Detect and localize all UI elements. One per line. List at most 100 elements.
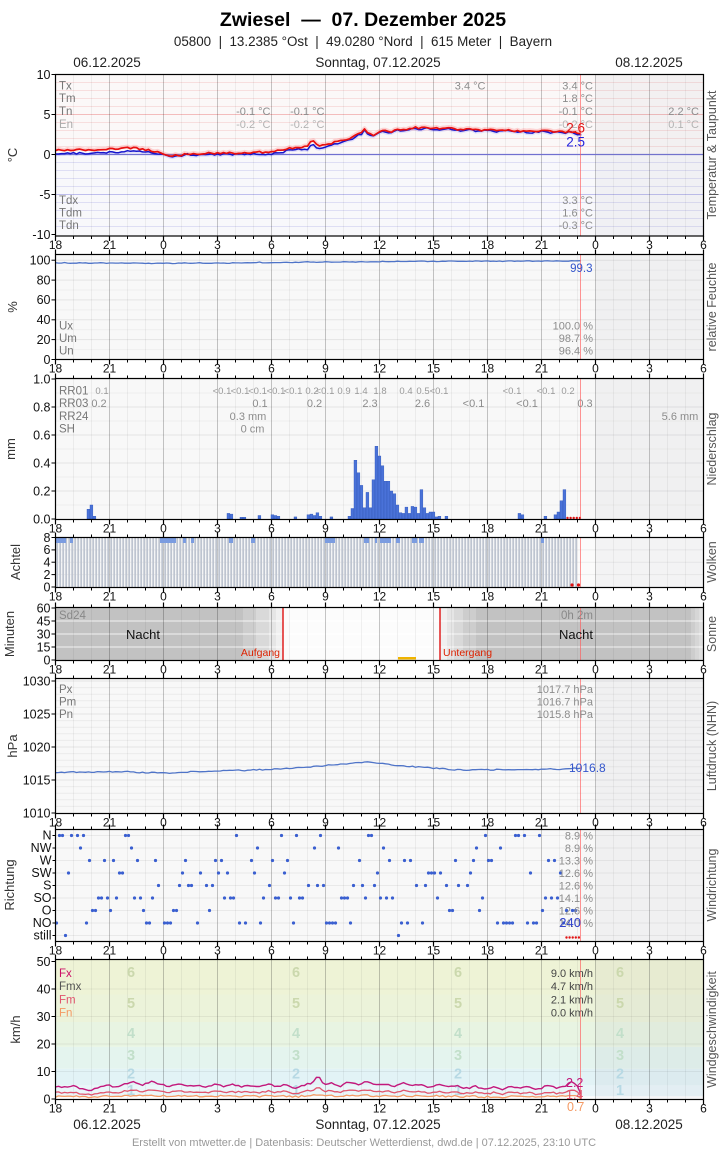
svg-text:-0.1 °C: -0.1 °C: [290, 106, 324, 118]
svg-text:15: 15: [427, 944, 441, 958]
svg-text:0.3: 0.3: [577, 398, 592, 410]
svg-text:0.1: 0.1: [95, 386, 108, 397]
svg-text:NO: NO: [33, 916, 52, 930]
svg-text:18: 18: [49, 816, 63, 830]
svg-text:21: 21: [103, 1102, 117, 1116]
svg-text:<0.1: <0.1: [430, 386, 449, 397]
svg-text:-10: -10: [32, 228, 50, 242]
svg-text:2.2: 2.2: [566, 1076, 583, 1090]
svg-text:Nacht: Nacht: [126, 627, 160, 642]
svg-text:Windrichtung: Windrichtung: [705, 848, 719, 921]
svg-text:12: 12: [373, 362, 387, 376]
svg-text:Tdn: Tdn: [59, 220, 79, 232]
svg-text:60: 60: [37, 293, 51, 307]
svg-text:21: 21: [535, 944, 549, 958]
svg-text:2: 2: [454, 1067, 462, 1083]
svg-text:<0.1: <0.1: [463, 398, 485, 410]
svg-text:0.8: 0.8: [33, 400, 50, 414]
svg-text:0: 0: [592, 362, 599, 376]
svg-text:96.4 %: 96.4 %: [559, 346, 593, 358]
svg-text:3: 3: [646, 1102, 653, 1116]
svg-text:06.12.2025: 06.12.2025: [73, 55, 141, 70]
svg-text:21: 21: [103, 362, 117, 376]
svg-text:NW: NW: [31, 841, 52, 855]
svg-text:21: 21: [103, 590, 117, 604]
svg-text:15: 15: [427, 522, 441, 536]
svg-text:mm: mm: [3, 438, 18, 460]
svg-text:21: 21: [535, 663, 549, 677]
svg-text:0: 0: [160, 1102, 167, 1116]
svg-text:9: 9: [322, 663, 329, 677]
svg-text:21: 21: [535, 238, 549, 252]
svg-text:1017.7 hPa: 1017.7 hPa: [537, 684, 594, 696]
svg-text:0: 0: [160, 663, 167, 677]
svg-text:O: O: [42, 904, 52, 918]
svg-text:Fx: Fx: [59, 968, 72, 980]
svg-text:Nacht: Nacht: [559, 627, 593, 642]
svg-text:Pm: Pm: [59, 697, 76, 709]
svg-text:21: 21: [535, 1102, 549, 1116]
svg-text:9: 9: [322, 238, 329, 252]
svg-text:6: 6: [268, 590, 275, 604]
svg-text:°C: °C: [5, 148, 20, 163]
svg-text:9: 9: [322, 944, 329, 958]
svg-text:0: 0: [160, 362, 167, 376]
svg-text:6: 6: [700, 238, 707, 252]
svg-text:0.7: 0.7: [567, 1100, 584, 1114]
svg-text:6: 6: [268, 362, 275, 376]
svg-text:1030: 1030: [23, 674, 51, 688]
svg-text:3: 3: [454, 1048, 462, 1064]
svg-text:08.12.2025: 08.12.2025: [615, 55, 683, 70]
svg-text:-5: -5: [39, 188, 50, 202]
svg-text:0.2: 0.2: [305, 386, 318, 397]
svg-text:5: 5: [616, 996, 624, 1012]
svg-text:0: 0: [44, 653, 51, 667]
svg-text:Fmx: Fmx: [59, 981, 82, 993]
svg-text:6: 6: [268, 522, 275, 536]
svg-text:12: 12: [373, 663, 387, 677]
svg-text:08.12.2025: 08.12.2025: [615, 1117, 683, 1132]
svg-text:Ux: Ux: [59, 320, 73, 332]
svg-text:8: 8: [44, 531, 51, 545]
svg-text:14.0 %: 14.0 %: [559, 918, 593, 930]
svg-text:18: 18: [481, 238, 495, 252]
svg-text:2: 2: [616, 1067, 624, 1083]
svg-text:6: 6: [700, 1102, 707, 1116]
svg-text:6: 6: [268, 663, 275, 677]
svg-text:3: 3: [292, 1048, 300, 1064]
svg-text:8.9 %: 8.9 %: [565, 843, 593, 855]
svg-text:21: 21: [535, 816, 549, 830]
svg-text:0: 0: [44, 353, 51, 367]
svg-text:6: 6: [268, 1102, 275, 1116]
svg-text:Tn: Tn: [59, 106, 72, 118]
svg-text:12: 12: [373, 816, 387, 830]
svg-text:<0.1: <0.1: [284, 386, 303, 397]
svg-text:Achtel: Achtel: [8, 544, 23, 580]
svg-text:21: 21: [535, 362, 549, 376]
svg-text:W: W: [40, 854, 52, 868]
svg-text:6: 6: [268, 944, 275, 958]
svg-text:10: 10: [37, 68, 51, 82]
svg-text:0: 0: [44, 580, 51, 594]
svg-text:Sd24: Sd24: [59, 610, 86, 622]
svg-text:12.6 %: 12.6 %: [559, 868, 593, 880]
svg-text:0: 0: [160, 238, 167, 252]
svg-text:100: 100: [30, 254, 51, 268]
svg-text:3: 3: [646, 238, 653, 252]
svg-text:3: 3: [214, 816, 221, 830]
svg-text:0: 0: [44, 1092, 51, 1106]
svg-text:<0.1: <0.1: [213, 386, 232, 397]
svg-text:4.7 km/h: 4.7 km/h: [551, 981, 593, 993]
svg-text:%: %: [5, 301, 20, 313]
svg-text:15: 15: [427, 590, 441, 604]
svg-text:6: 6: [44, 543, 51, 557]
svg-text:1: 1: [127, 1083, 135, 1099]
svg-text:40: 40: [37, 982, 51, 996]
svg-text:RR03: RR03: [59, 398, 88, 410]
svg-text:12: 12: [373, 944, 387, 958]
svg-text:2.6: 2.6: [415, 398, 430, 410]
svg-text:6: 6: [268, 816, 275, 830]
svg-text:0.2: 0.2: [561, 386, 574, 397]
svg-text:21: 21: [535, 590, 549, 604]
svg-text:3: 3: [646, 590, 653, 604]
